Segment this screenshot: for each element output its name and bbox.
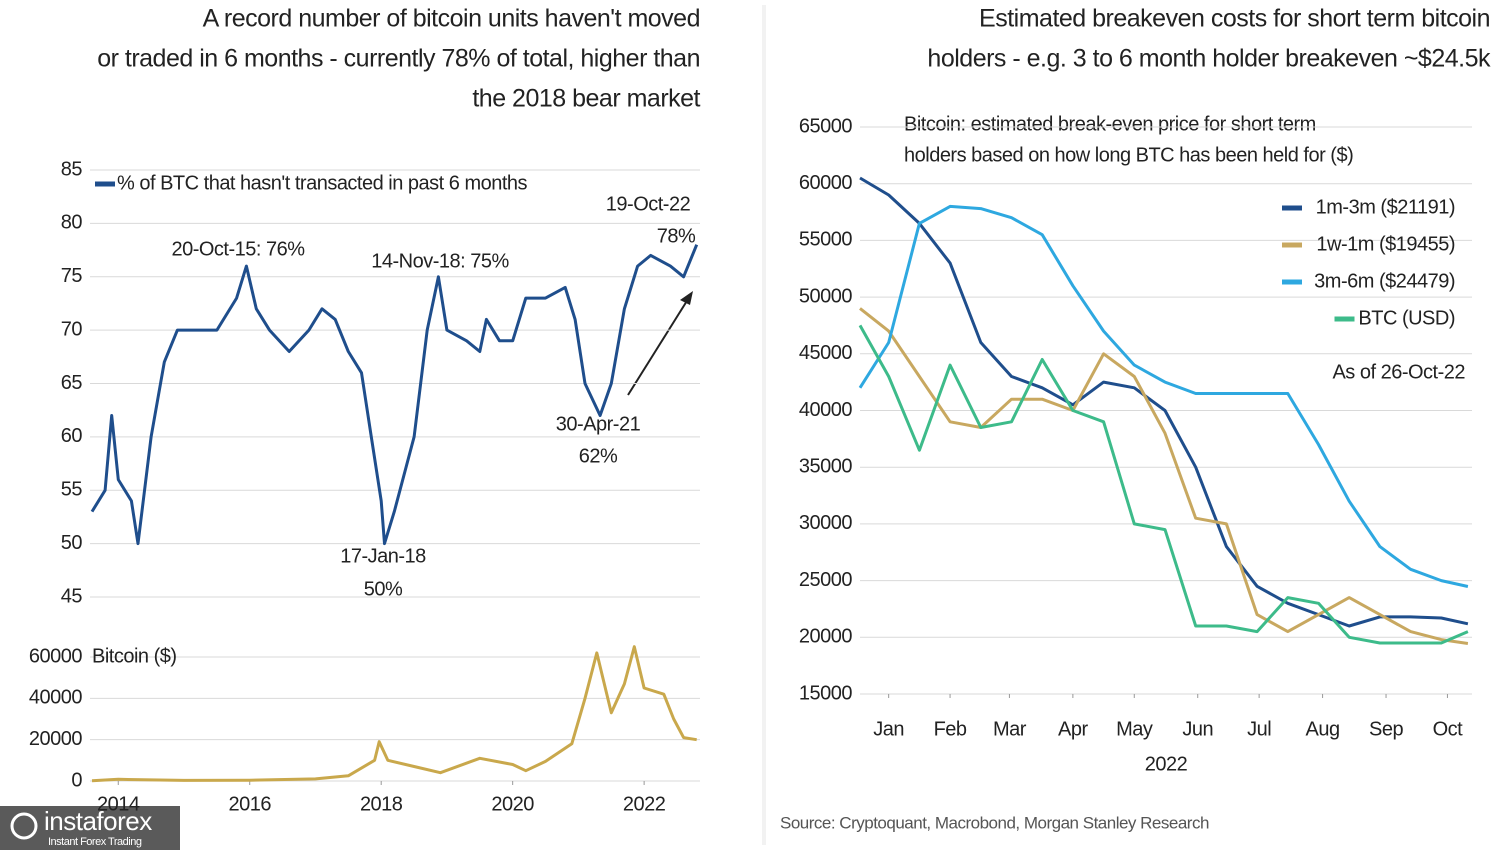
annotation: 30-Apr-21 (556, 413, 641, 435)
y-tick-label: 20000 (29, 728, 82, 750)
x-tick-label: Sep (1369, 718, 1403, 740)
x-tick-label: May (1116, 718, 1153, 740)
annotation: 17-Jan-18 (340, 545, 426, 567)
x-tick-label: Jul (1247, 718, 1271, 740)
arrow-head (680, 291, 693, 305)
x-tick-label: 2022 (623, 793, 666, 815)
series-line (858, 204, 1469, 588)
y-tick-label: 55 (61, 479, 83, 501)
y-tick-label: 65000 (799, 115, 852, 137)
series-line (91, 645, 697, 783)
y-tick-label: 40000 (29, 687, 82, 709)
y-tick-label: 65 (61, 372, 83, 394)
x-tick-label: 2020 (491, 793, 534, 815)
y-tick-label: 60 (61, 425, 83, 447)
legend-label: 1w-1m ($19455) (1316, 233, 1455, 255)
series-line (859, 176, 1469, 628)
chart-title: holders - e.g. 3 to 6 month holder break… (927, 45, 1491, 73)
x-tick-label: 2016 (228, 793, 271, 815)
chart-title: the 2018 bear market (472, 85, 700, 113)
chart-title: A record number of bitcoin units haven't… (203, 5, 700, 33)
y-tick-label: 45 (61, 585, 83, 607)
legend-label: BTC (USD) (1358, 307, 1455, 329)
x-tick-label: 2018 (360, 793, 403, 815)
y-tick-label: 50000 (799, 285, 852, 307)
series-line (859, 307, 1469, 645)
y-tick-label: 30000 (799, 512, 852, 534)
annotation: 20-Oct-15: 76% (171, 238, 305, 260)
watermark-box (0, 806, 180, 850)
divider (762, 5, 766, 845)
x-tick-label: Aug (1306, 718, 1340, 740)
series-line (858, 324, 1469, 645)
watermark-logo (10, 812, 38, 840)
annotation: As of 26-Oct-22 (1332, 361, 1465, 383)
y-tick-label: 20000 (799, 626, 852, 648)
series-line (90, 244, 699, 546)
chart-subtitle: holders based on how long BTC has been h… (904, 144, 1353, 166)
y-tick-label: 35000 (799, 455, 852, 477)
chart-title: Estimated breakeven costs for short term… (979, 5, 1490, 33)
y-tick-label: 55000 (799, 229, 852, 251)
y-tick-label: 80 (61, 212, 83, 234)
annotation: 14-Nov-18: 75% (371, 250, 509, 272)
legend-label: Bitcoin ($) (92, 645, 177, 667)
legend-label: % of BTC that hasn't transacted in past … (117, 172, 528, 194)
y-tick-label: 50 (61, 532, 83, 554)
watermark-name: instaforex (44, 806, 152, 836)
y-tick-label: 0 (71, 769, 82, 791)
x-tick-label: Jun (1182, 718, 1213, 740)
arrow (627, 295, 691, 396)
annotation: 19-Oct-22 (606, 193, 691, 215)
x-tick-label: Oct (1433, 718, 1464, 740)
annotation: 78% (657, 225, 696, 247)
annotation: 50% (364, 578, 403, 600)
legend-label: 3m-6m ($24479) (1314, 270, 1455, 292)
chart-subtitle: Bitcoin: estimated break-even price for … (904, 113, 1316, 135)
x-tick-label: Jan (873, 718, 904, 740)
x-tick-label: Mar (993, 718, 1027, 740)
x-tick-label: Feb (934, 718, 967, 740)
y-tick-label: 60000 (799, 172, 852, 194)
y-tick-label: 60000 (29, 645, 82, 667)
annotation: 62% (579, 445, 618, 467)
y-tick-label: 75 (61, 265, 83, 287)
source: Source: Cryptoquant, Macrobond, Morgan S… (780, 813, 1209, 832)
chart-title: or traded in 6 months - currently 78% of… (97, 45, 700, 73)
y-tick-label: 70 (61, 318, 83, 340)
y-tick-label: 45000 (799, 342, 852, 364)
x-tick-label: 2014 (97, 793, 140, 815)
y-tick-label: 25000 (799, 569, 852, 591)
y-tick-label: 40000 (799, 399, 852, 421)
legend-label: 1m-3m ($21191) (1316, 196, 1455, 218)
y-tick-label: 15000 (799, 682, 852, 704)
x-tick-label: Apr (1058, 718, 1088, 740)
watermark-tagline: Instant Forex Trading (48, 836, 142, 848)
x-axis-label: 2022 (1145, 753, 1188, 775)
y-tick-label: 85 (61, 158, 83, 180)
